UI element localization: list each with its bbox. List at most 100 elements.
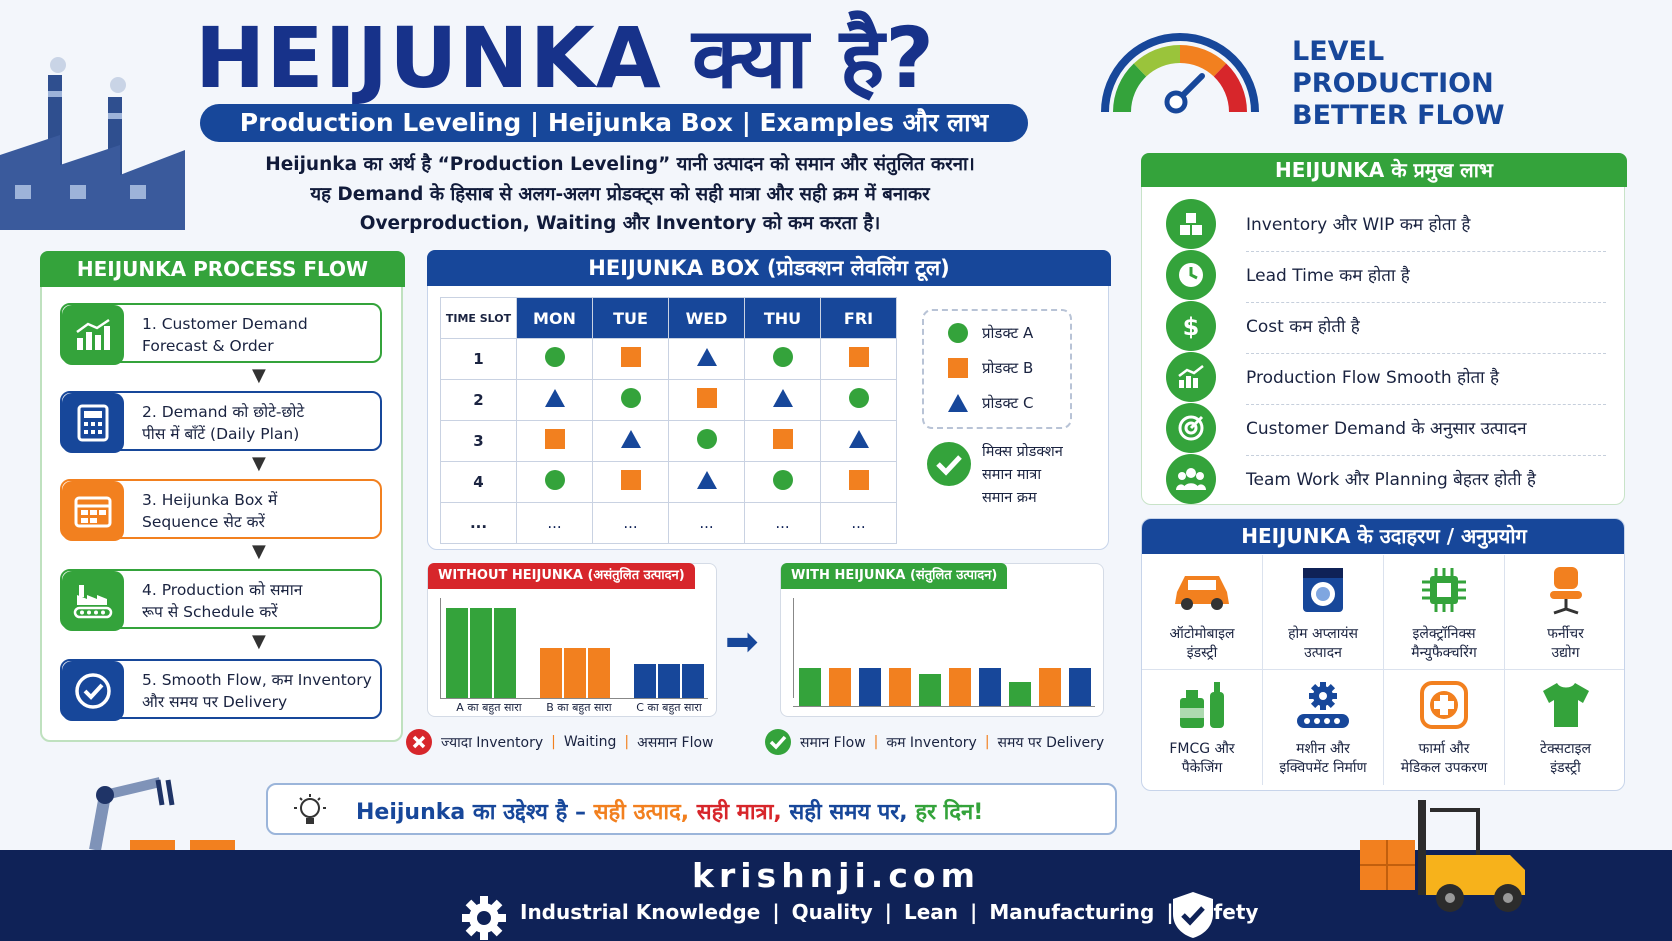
with-heijunka-title: WITH HEIJUNKA (संतुलित उत्पादन) xyxy=(781,563,1008,589)
example-text: इलेक्ट्रॉनिक्स मैन्युफैक्चरिंग xyxy=(1411,626,1477,661)
grid-cell: ... xyxy=(820,502,897,544)
process-step: 2. Demand को छोटे-छोटे पीस में बाँटें (D… xyxy=(60,391,382,453)
chart-growth-icon xyxy=(62,305,124,365)
level-production-tagline: LEVEL PRODUCTION BETTER FLOW xyxy=(1292,36,1505,131)
shield-check-icon xyxy=(1173,892,1213,938)
bar xyxy=(540,648,562,698)
example-text: फर्नीचर उद्योग xyxy=(1547,626,1584,661)
bar xyxy=(859,668,881,706)
site-name[interactable]: krishnji.com xyxy=(692,856,980,895)
medical-cross-icon xyxy=(1384,670,1504,740)
example-item: इलेक्ट्रॉनिक्स मैन्युफैक्चरिंग xyxy=(1384,555,1505,670)
day-header: THU xyxy=(744,297,821,339)
circle-icon xyxy=(948,323,968,343)
benefit-item: Inventory और WIP कम होता है xyxy=(1166,199,1606,252)
product-c-triangle-icon xyxy=(668,461,745,503)
footer-tag: Manufacturing xyxy=(989,900,1155,924)
product-c-triangle-icon xyxy=(592,420,669,462)
step-label: 2. Demand को छोटे-छोटे पीस में बाँटें (D… xyxy=(142,403,305,443)
boxes-icon xyxy=(1166,199,1216,249)
svg-text:$: $ xyxy=(1183,313,1200,340)
example-item: FMCG और पैकेजिंग xyxy=(1142,670,1263,785)
benefit-text: Lead Time कम होता है xyxy=(1246,266,1410,286)
day-header: FRI xyxy=(820,297,897,339)
process-step: 4. Production को समान रूप से Schedule कर… xyxy=(60,569,382,631)
intro-line: Overproduction, Waiting और Inventory को … xyxy=(359,213,881,234)
time-slot-header: TIME SLOT xyxy=(440,297,517,339)
footer-tag: Industrial Knowledge xyxy=(520,900,761,924)
tshirt-icon xyxy=(1505,670,1624,740)
grid-cell: ... xyxy=(744,502,821,544)
gauge-icon xyxy=(1101,33,1259,114)
bar xyxy=(1009,682,1031,706)
legend-item: प्रोडक्ट B xyxy=(948,358,1033,378)
bar-label: A का बहुत सारा xyxy=(456,701,522,714)
bar xyxy=(634,664,656,698)
bar xyxy=(979,668,1001,706)
example-item: फार्मा और मेडिकल उपकरण xyxy=(1384,670,1505,785)
bar-label: C का बहुत सारा xyxy=(636,701,702,714)
factory-conveyor-icon xyxy=(62,571,124,631)
arrow-right-icon: ➡ xyxy=(725,619,759,665)
car-icon xyxy=(1142,555,1262,625)
example-item: ऑटोमोबाइल इंडस्ट्री xyxy=(1142,555,1263,670)
step-label: 1. Customer Demand Forecast & Order xyxy=(142,315,308,355)
gear-conveyor-icon xyxy=(1263,670,1383,740)
table-row: 4 xyxy=(440,461,897,503)
check-circle-icon xyxy=(927,442,971,486)
product-c-triangle-icon xyxy=(516,379,593,421)
grid-cell: ... xyxy=(668,502,745,544)
triangle-icon xyxy=(948,394,968,412)
product-legend: प्रोडक्ट A प्रोडक्ट B प्रोडक्ट C xyxy=(922,309,1072,429)
goal-prefix: Heijunka का उद्देश्य है – xyxy=(356,800,586,825)
day-header: MON xyxy=(516,297,593,339)
table-row: 1 xyxy=(440,338,897,380)
process-step: 1. Customer Demand Forecast & Order xyxy=(60,303,382,365)
without-footer: ज्यादा Inventory | Waiting | असमान Flow xyxy=(405,728,713,756)
step-label: 5. Smooth Flow, कम Inventory और समय पर D… xyxy=(142,671,372,711)
footer-tags: Industrial Knowledge | Quality | Lean | Manufa… xyxy=(520,900,1259,924)
slot-number: 4 xyxy=(440,461,517,503)
table-row: 3 xyxy=(440,420,897,462)
product-c-triangle-icon xyxy=(744,379,821,421)
product-a-circle-icon xyxy=(744,461,821,503)
chip-icon xyxy=(1384,555,1504,625)
bar xyxy=(658,664,680,698)
heijunka-box-grid: TIME SLOT MON TUE WED THU FRI 1 2 3 4...........… xyxy=(440,297,897,544)
bar xyxy=(889,668,911,706)
footer-tag: Quality xyxy=(791,900,873,924)
legend-item: प्रोडक्ट A xyxy=(948,323,1033,343)
day-header: TUE xyxy=(592,297,669,339)
arrow-down-icon: ▼ xyxy=(252,541,266,562)
bar xyxy=(494,608,516,698)
bar xyxy=(588,648,610,698)
example-text: होम अप्लायंस उत्पादन xyxy=(1288,626,1358,661)
bar-label: B का बहुत सारा xyxy=(546,701,612,714)
bar xyxy=(1039,668,1061,706)
heijunka-box-title: HEIJUNKA BOX (प्रोडक्शन लेवलिंग टूल) xyxy=(427,250,1111,286)
example-item: टेक्सटाइल इंडस्ट्री xyxy=(1505,670,1624,785)
benefits-panel: HEIJUNKA के प्रमुख लाभ Inventory और WIP … xyxy=(1141,153,1627,505)
product-c-triangle-icon xyxy=(668,338,745,380)
bar xyxy=(446,608,468,698)
product-a-circle-icon xyxy=(592,379,669,421)
bar xyxy=(799,668,821,706)
gear-icon xyxy=(462,896,506,940)
product-b-square-icon xyxy=(744,420,821,462)
washing-machine-icon xyxy=(1263,555,1383,625)
table-row: .................. xyxy=(440,502,897,544)
day-header: WED xyxy=(668,297,745,339)
legend-item: प्रोडक्ट C xyxy=(948,393,1033,413)
benefit-item: Lead Time कम होता है xyxy=(1166,250,1606,303)
examples-panel: HEIJUNKA के उदाहरण / अनुप्रयोग ऑटोमोबाइल… xyxy=(1141,518,1625,791)
product-a-circle-icon xyxy=(820,379,897,421)
benefit-item: Production Flow Smooth होता है xyxy=(1166,352,1606,405)
square-icon xyxy=(948,358,968,378)
check-circle-icon xyxy=(765,729,791,755)
bar xyxy=(470,608,492,698)
mix-production-note: मिक्स प्रोडक्शन समान मात्रा समान क्रम xyxy=(926,441,1063,510)
process-step: 3. Heijunka Box में Sequence सेट करें xyxy=(60,479,382,541)
page-title: HEIJUNKA क्या है? xyxy=(195,9,936,107)
x-circle-icon xyxy=(406,729,432,755)
example-text: FMCG और पैकेजिंग xyxy=(1169,741,1235,776)
